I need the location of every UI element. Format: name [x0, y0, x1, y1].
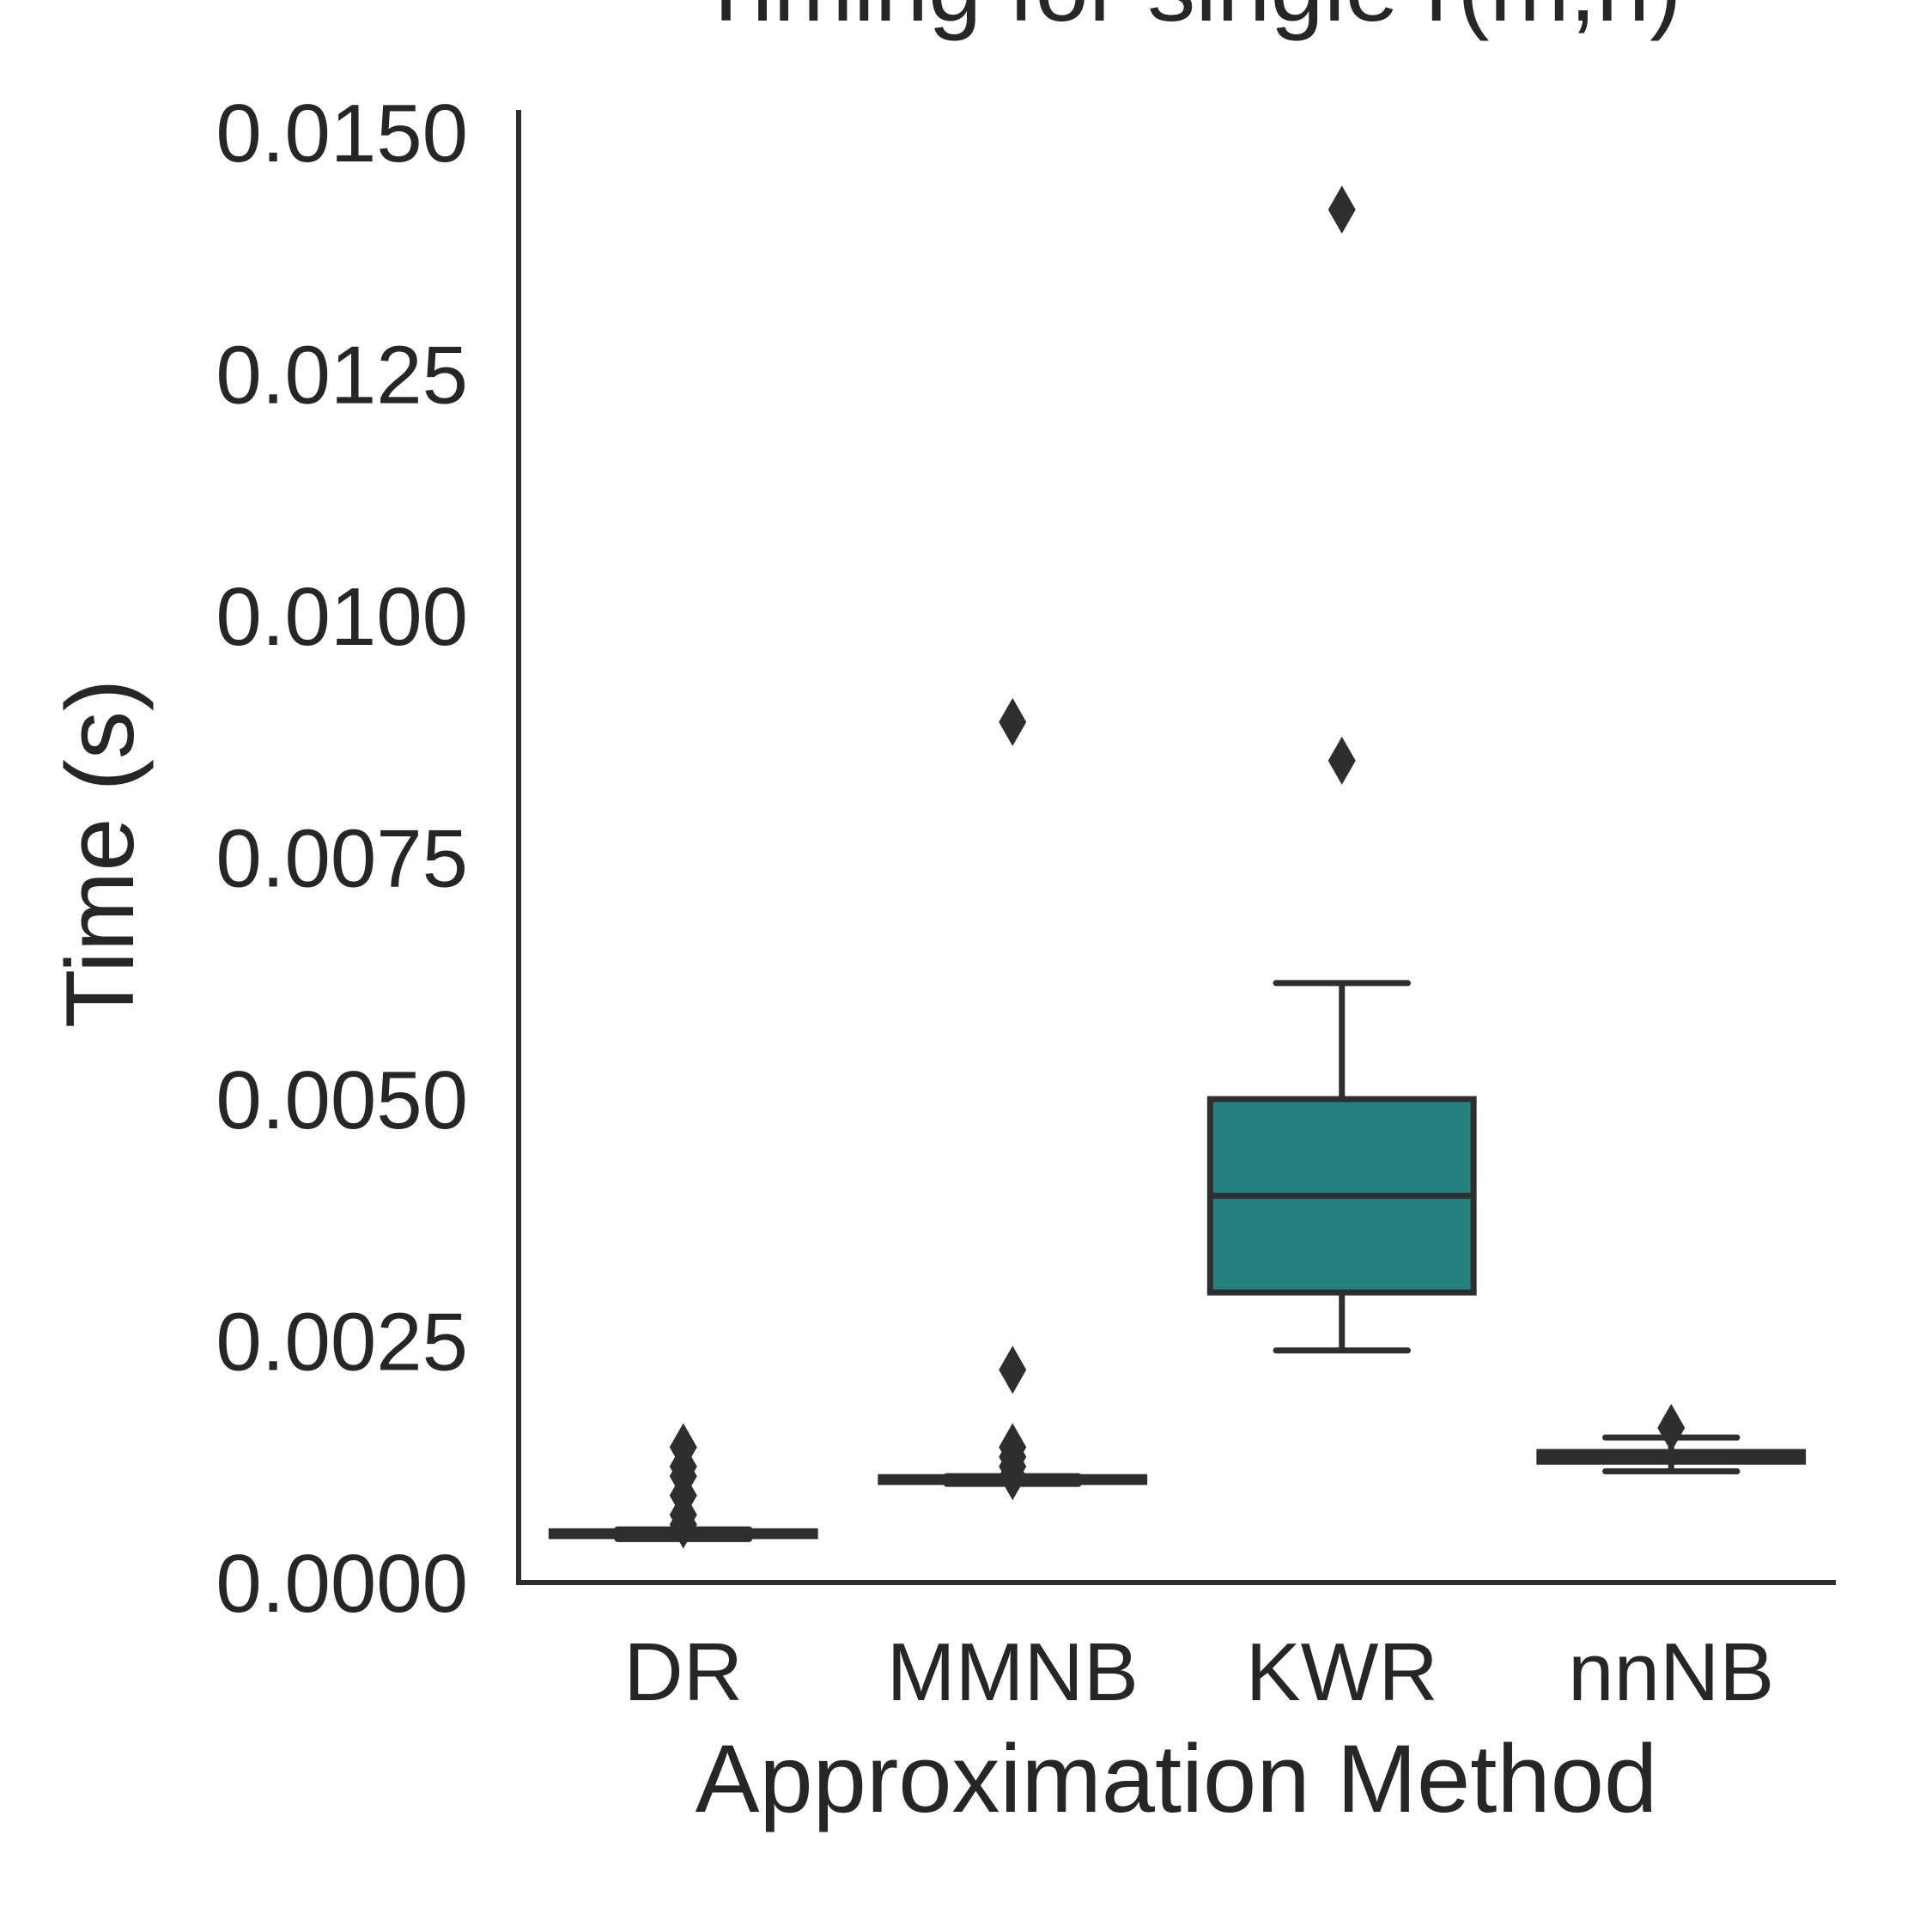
outlier-marker	[999, 1423, 1027, 1472]
outlier-marker	[999, 697, 1027, 746]
x-tick-labels: DR MMNB KWR nnNB	[623, 1626, 1774, 1718]
y-tick-label: 0.0000	[216, 1538, 468, 1630]
box-dr	[548, 1423, 818, 1549]
outlier-marker	[1327, 736, 1356, 785]
y-tick-label: 0.0150	[216, 88, 468, 179]
y-tick-label: 0.0100	[216, 571, 468, 663]
y-tick-label: 0.0075	[216, 813, 468, 905]
outlier-marker	[669, 1423, 697, 1472]
box-series	[548, 185, 1807, 1549]
x-tick-label-kwr: KWR	[1246, 1626, 1438, 1718]
y-tick-labels: 0.0000 0.0025 0.0050 0.0075 0.0100 0.0125 0.01…	[216, 88, 468, 1630]
y-tick-label: 0.0050	[216, 1054, 468, 1146]
y-tick-label: 0.0025	[216, 1297, 468, 1388]
x-tick-label-nnnb: nnNB	[1568, 1626, 1774, 1718]
x-axis-title: Approximation Method	[696, 1725, 1658, 1832]
box-kwr	[1206, 185, 1477, 1354]
x-tick-label-mmnb: MMNB	[887, 1626, 1139, 1718]
outlier-marker	[999, 1346, 1027, 1394]
chart-title: Timing for single r(m,n)	[696, 0, 1681, 41]
outlier-marker	[1327, 185, 1356, 234]
box-nnnb	[1536, 1403, 1807, 1475]
x-tick-label-dr: DR	[623, 1626, 743, 1718]
box-mmnb	[878, 697, 1148, 1501]
y-axis-title: Time (s)	[46, 679, 154, 1028]
y-tick-label: 0.0125	[216, 330, 468, 422]
outlier-marker	[1657, 1403, 1686, 1452]
